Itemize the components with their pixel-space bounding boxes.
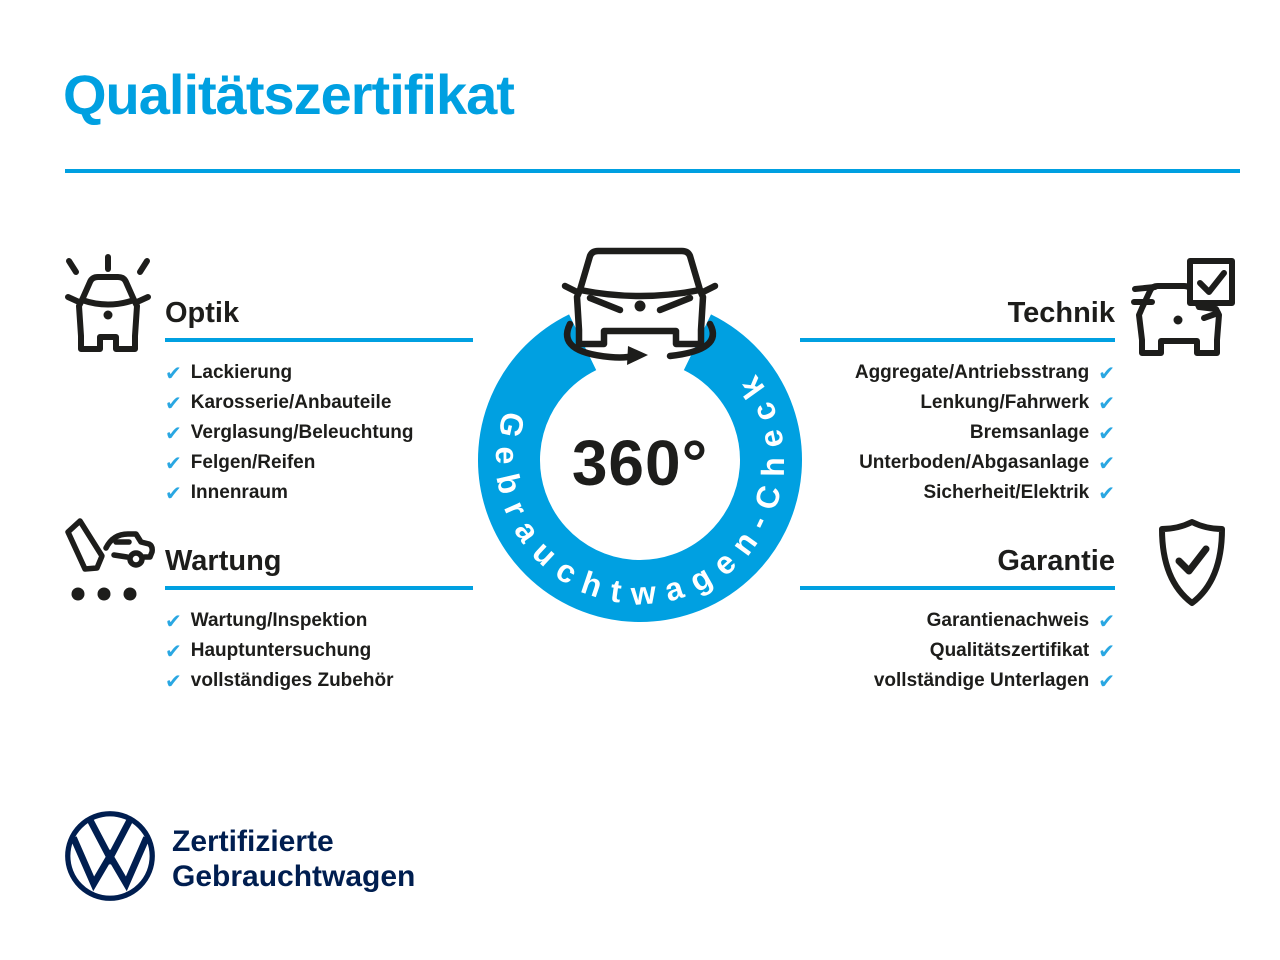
check-icon: ✔ xyxy=(165,669,182,693)
section-optik-title: Optik xyxy=(165,296,473,342)
list-item: ✔ Felgen/Reifen xyxy=(165,448,414,478)
check-icon: ✔ xyxy=(165,481,182,505)
check-icon: ✔ xyxy=(165,609,182,633)
check-icon: ✔ xyxy=(165,391,182,415)
check-icon: ✔ xyxy=(165,639,182,663)
brand-line-2: Gebrauchtwagen xyxy=(172,860,416,893)
page-title: Qualitätszertifikat xyxy=(63,63,515,126)
technik-list: Aggregate/Antriebsstrang ✔ Lenkung/Fahrwe… xyxy=(800,358,1115,508)
list-item-label: Hauptuntersuchung xyxy=(190,640,372,661)
check-icon: ✔ xyxy=(1098,391,1115,415)
check-icon: ✔ xyxy=(165,361,182,385)
brand-text: Zertifizierte Gebrauchtwagen xyxy=(172,824,415,894)
section-garantie-title: Garantie xyxy=(800,544,1115,590)
list-item: Sicherheit/Elektrik ✔ xyxy=(800,478,1115,508)
car-checkbox-icon xyxy=(1128,256,1240,366)
rotating-car-icon xyxy=(552,240,728,372)
list-item: Unterboden/Abgasanlage ✔ xyxy=(800,448,1115,478)
list-item-label: vollständige Unterlagen xyxy=(873,670,1090,691)
shield-check-icon xyxy=(1148,516,1236,614)
check-icon: ✔ xyxy=(1098,609,1115,633)
list-item: vollständige Unterlagen ✔ xyxy=(800,666,1115,696)
check-icon: ✔ xyxy=(1098,451,1115,475)
list-item-label: Innenraum xyxy=(190,482,288,503)
list-item-label: Wartung/Inspektion xyxy=(190,610,368,631)
section-wartung-title: Wartung xyxy=(165,544,473,590)
section-wartung: Wartung xyxy=(165,544,473,590)
check-icon: ✔ xyxy=(1098,421,1115,445)
list-item: Qualitätszertifikat ✔ xyxy=(800,636,1115,666)
list-item-label: Lenkung/Fahrwerk xyxy=(920,392,1090,413)
check-icon: ✔ xyxy=(1098,669,1115,693)
check-icon: ✔ xyxy=(165,421,182,445)
list-item: Bremsanlage ✔ xyxy=(800,418,1115,448)
optik-list: ✔ Lackierung ✔ Karosserie/Anbauteile ✔ Verg… xyxy=(165,358,414,508)
list-item-label: Aggregate/Antriebsstrang xyxy=(854,362,1090,383)
list-item: ✔ Karosserie/Anbauteile xyxy=(165,388,414,418)
list-item: Lenkung/Fahrwerk ✔ xyxy=(800,388,1115,418)
list-item: ✔ Wartung/Inspektion xyxy=(165,606,393,636)
list-item: ✔ Hauptuntersuchung xyxy=(165,636,393,666)
list-item-label: Verglasung/Beleuchtung xyxy=(190,422,414,443)
sparkling-car-icon xyxy=(56,252,160,360)
wartung-list: ✔ Wartung/Inspektion ✔ Hauptuntersuchung ✔… xyxy=(165,606,393,696)
list-item-label: Lackierung xyxy=(190,362,293,383)
pencil-car-icon xyxy=(56,508,160,612)
list-item-label: Bremsanlage xyxy=(969,422,1090,443)
brand-line-1: Zertifizierte xyxy=(172,825,334,858)
check-icon: ✔ xyxy=(1098,361,1115,385)
section-technik-title: Technik xyxy=(800,296,1115,342)
list-item: Garantienachweis ✔ xyxy=(800,606,1115,636)
section-optik: Optik xyxy=(165,296,473,342)
check-icon: ✔ xyxy=(1098,481,1115,505)
vw-logo xyxy=(62,808,158,904)
list-item: Aggregate/Antriebsstrang ✔ xyxy=(800,358,1115,388)
list-item-label: Felgen/Reifen xyxy=(190,452,316,473)
check-icon: ✔ xyxy=(165,451,182,475)
list-item-label: Unterboden/Abgasanlage xyxy=(859,452,1090,473)
check-icon: ✔ xyxy=(1098,639,1115,663)
badge-360-value: 360° xyxy=(571,427,709,499)
list-item: ✔ vollständiges Zubehör xyxy=(165,666,393,696)
header-divider xyxy=(65,169,1240,173)
list-item: ✔ Lackierung xyxy=(165,358,414,388)
list-item: ✔ Verglasung/Beleuchtung xyxy=(165,418,414,448)
list-item-label: vollständiges Zubehör xyxy=(190,670,394,691)
section-technik: Technik xyxy=(800,296,1115,342)
list-item: ✔ Innenraum xyxy=(165,478,414,508)
list-item-label: Sicherheit/Elektrik xyxy=(923,482,1090,503)
section-garantie: Garantie xyxy=(800,544,1115,590)
list-item-label: Garantienachweis xyxy=(926,610,1090,631)
list-item-label: Qualitätszertifikat xyxy=(929,640,1090,661)
list-item-label: Karosserie/Anbauteile xyxy=(190,392,392,413)
garantie-list: Garantienachweis ✔ Qualitätszertifikat ✔ v… xyxy=(800,606,1115,696)
